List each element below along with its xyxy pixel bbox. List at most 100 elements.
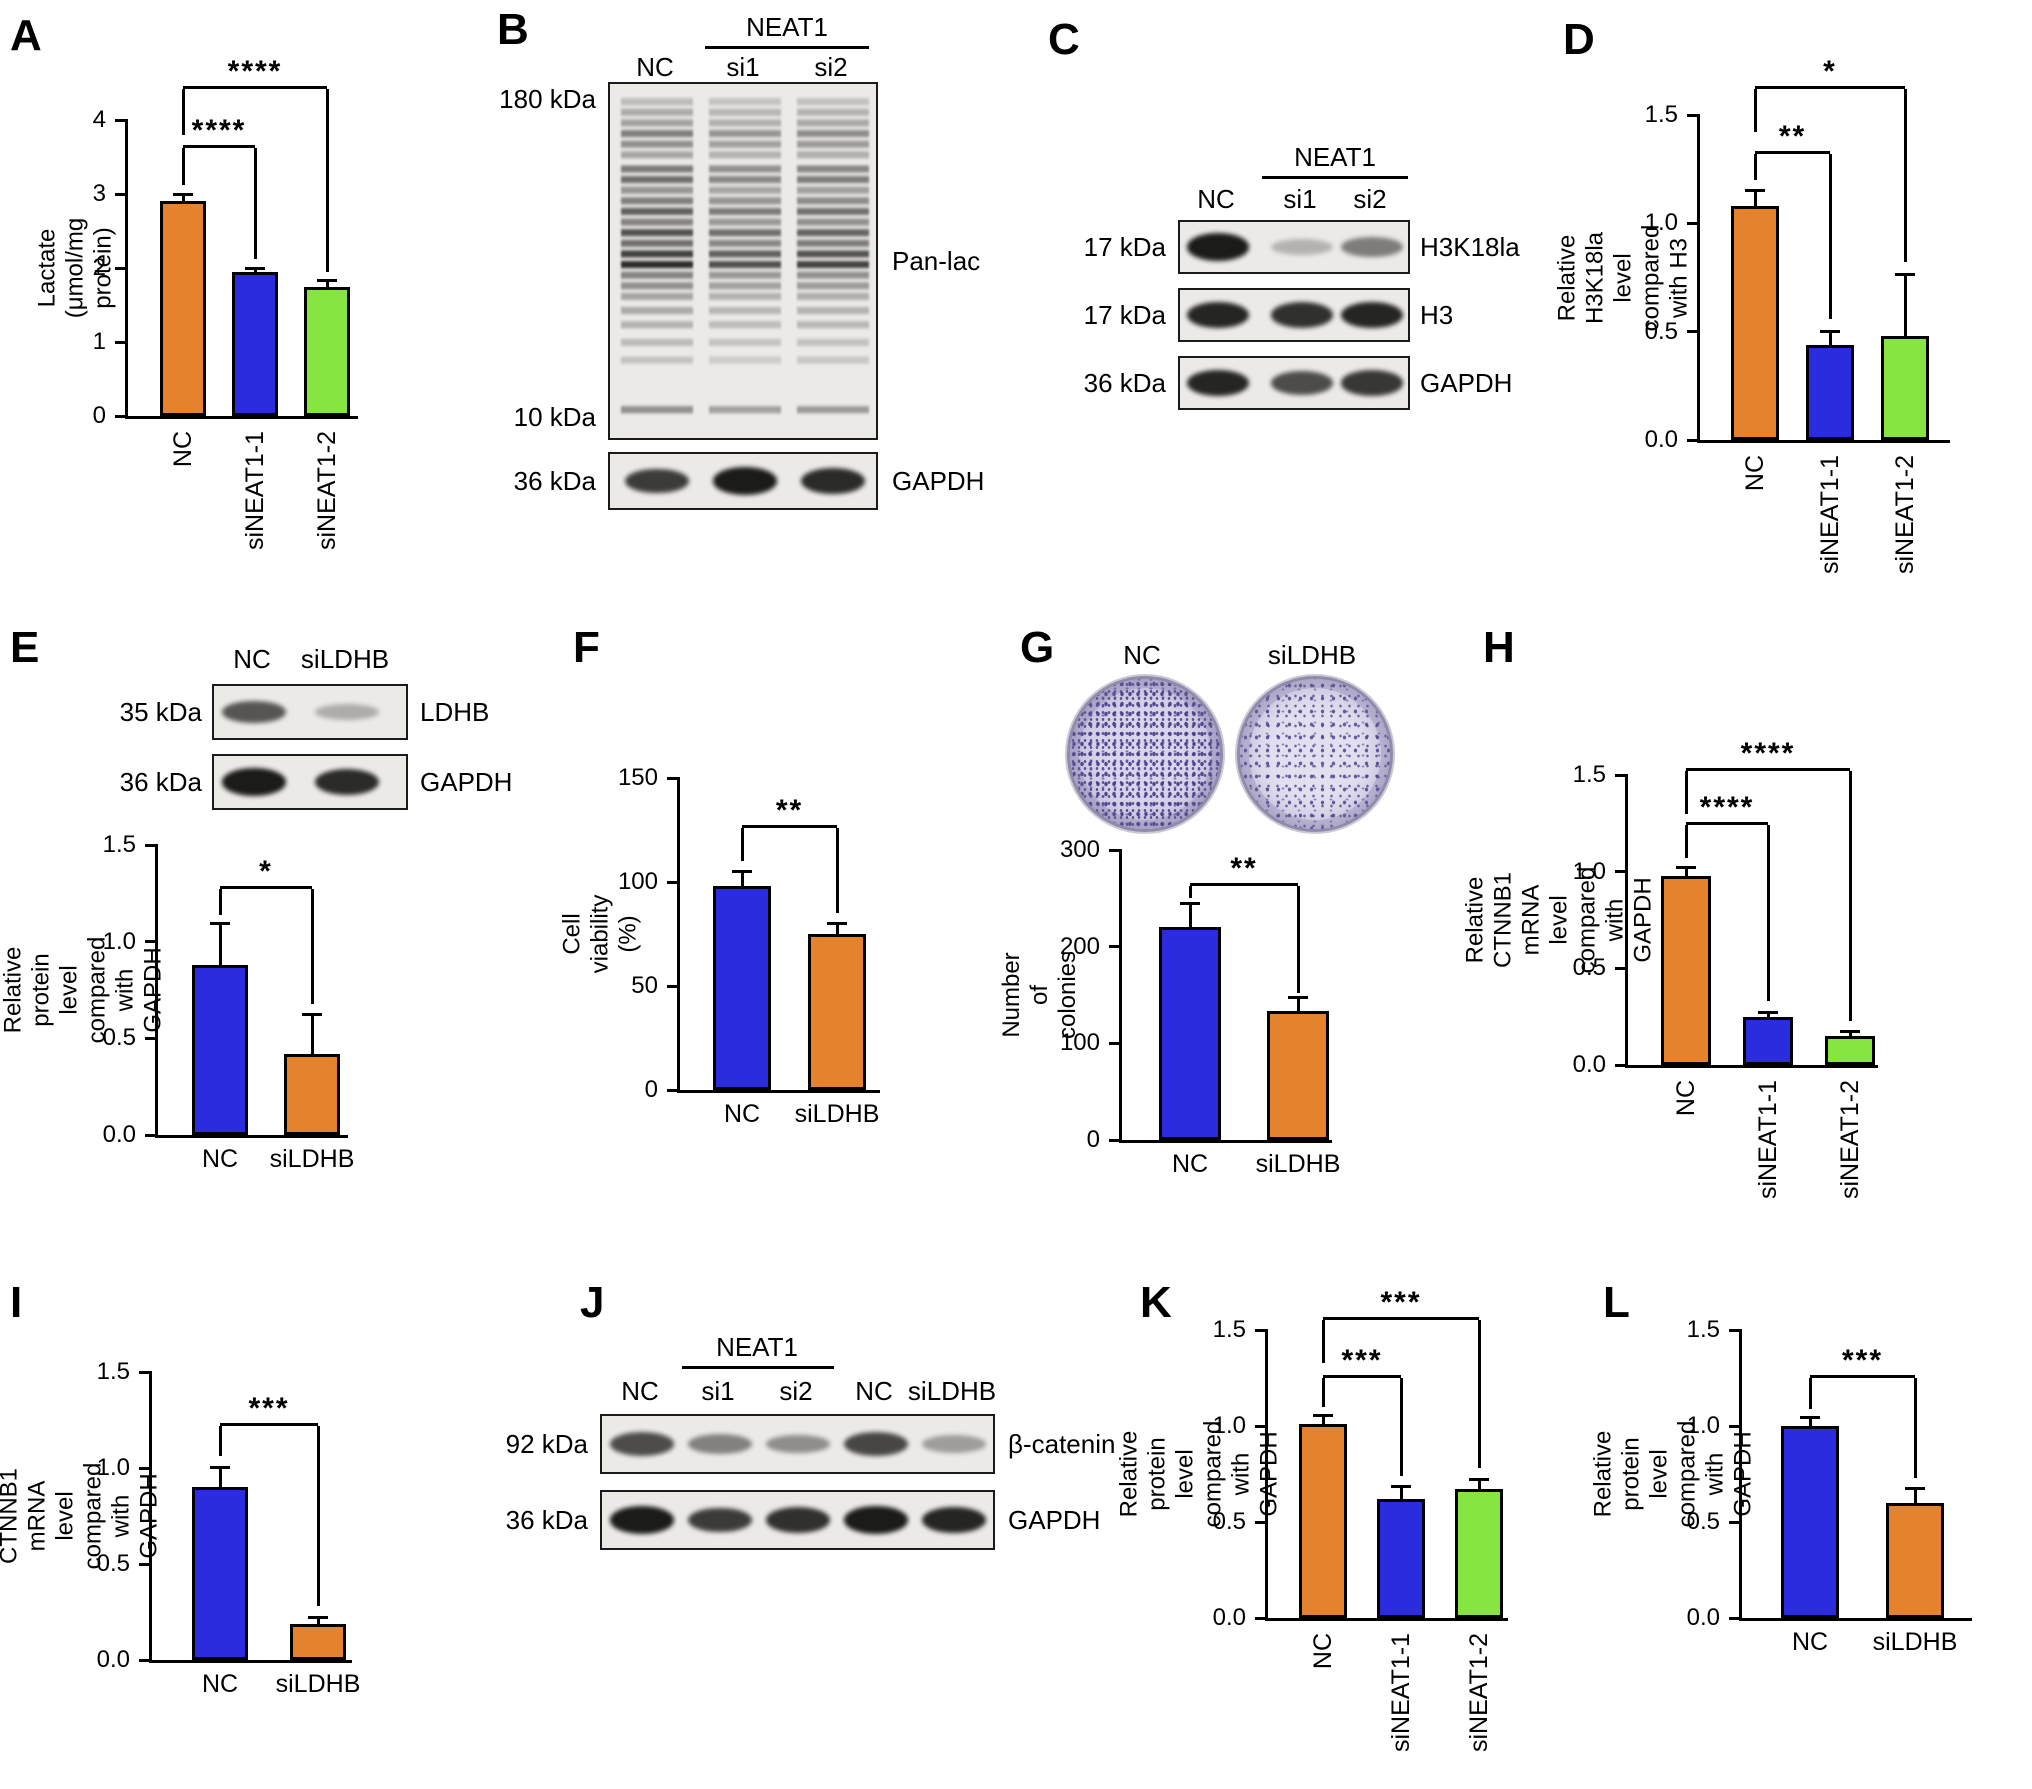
bar-nc: [192, 964, 248, 1135]
y-tick: [1109, 945, 1122, 949]
y-tick: [1729, 1328, 1742, 1332]
y-axis-label-f: Cell viability (%): [558, 778, 641, 1090]
bar-sineat1-2: [304, 286, 350, 416]
bar-chart-ctnnb1-mrna-ldhb: 0.0 0.5 1.0 1.5 NC siLDHB ***: [97, 1359, 361, 1699]
x-category-label: siLDHB: [275, 1670, 361, 1698]
error-bar-cap: [1469, 1477, 1489, 1481]
significance-bracket-end: [1188, 885, 1192, 899]
x-category-label: siLDHB: [1872, 1628, 1958, 1656]
protein-band: [1341, 370, 1403, 396]
panel-letter-k: K: [1140, 1278, 1172, 1327]
protein-band: [1271, 239, 1333, 255]
y-tick-label: 200: [1059, 932, 1100, 960]
x-axis: [149, 1660, 352, 1663]
bar-chart-h3k18la-level: 0.0 0.5 1.0 1.5 NC siNEAT1-1 siNEAT1-2 ** *: [1645, 56, 1950, 574]
y-tick-label: 0.0: [1686, 1604, 1720, 1631]
y-tick-label: 1.5: [1686, 1316, 1720, 1343]
western-blot-gapdh: [608, 452, 878, 510]
x-axis: [155, 1135, 348, 1138]
error-bar: [316, 1617, 320, 1626]
panel-letter-h: H: [1483, 623, 1515, 672]
protein-label-gapdh: GAPDH: [420, 767, 513, 797]
bar-sineat1-1: [1743, 1016, 1793, 1065]
protein-band: [1271, 371, 1333, 395]
panel-letter-l: L: [1603, 1278, 1630, 1327]
error-bar: [1684, 867, 1688, 878]
y-axis: [1119, 850, 1122, 1140]
y-tick-label: 1.0: [1572, 857, 1606, 885]
significance-stars: **: [1778, 120, 1807, 153]
y-tick-label: 1.5: [1572, 761, 1606, 788]
lane-label-sildhb: siLDHB: [300, 644, 390, 674]
bar-sildhb: [284, 1053, 340, 1135]
error-bar-cap: [1288, 995, 1308, 999]
y-tick-label: 0: [92, 402, 106, 429]
error-bar-cap: [1676, 865, 1696, 869]
dish-label-nc: NC: [1123, 640, 1161, 670]
y-tick: [1687, 113, 1700, 117]
x-category-label: siNEAT1-2: [1891, 455, 1919, 575]
blot-group-header: NEAT1: [746, 12, 828, 42]
y-tick-label: 1.0: [1686, 1412, 1720, 1439]
error-bar-cap: [1313, 1414, 1333, 1418]
y-axis: [1625, 775, 1628, 1065]
error-bar: [1321, 1416, 1325, 1427]
y-tick-label: 100: [1059, 1029, 1100, 1057]
error-bar: [253, 268, 257, 274]
bar-chart-cell-viability: 0 50 100 150 NC siLDHB **: [618, 765, 880, 1128]
error-bar: [1913, 1489, 1917, 1505]
protein-band: [610, 1432, 674, 1456]
bar-chart-protein-neat1: 0.0 0.5 1.0 1.5 NC siNEAT1-1 siNEAT1-2 *** ***: [1213, 1287, 1508, 1752]
y-tick: [1615, 773, 1628, 777]
y-tick-label: 0: [1086, 1126, 1100, 1153]
protein-band: [713, 467, 777, 495]
marker-label-35kda: 35 kDa: [119, 697, 202, 727]
protein-band: [688, 1507, 752, 1533]
lane-label-si1: si1: [726, 52, 760, 82]
significance-bracket: [1190, 882, 1298, 886]
x-category-label: siLDHB: [1255, 1150, 1341, 1178]
bar-chart-ldhb-protein: 0.0 0.5 1.0 1.5 NC siLDHB *: [103, 832, 355, 1174]
blot-lane: [797, 84, 869, 438]
error-bar-cap: [308, 1615, 328, 1619]
x-category-label: NC: [169, 431, 197, 468]
error-bar-cap: [1745, 188, 1765, 192]
y-axis-label-e: Relative protein level compared with GAP…: [0, 845, 166, 1135]
significance-stars: ****: [191, 114, 247, 148]
protein-band: [1187, 301, 1249, 329]
y-tick-label: 0.0: [1644, 426, 1678, 453]
significance-bracket-end: [253, 148, 257, 260]
panel-letter-e: E: [10, 623, 40, 672]
marker-label-36kda: 36 kDa: [505, 1505, 588, 1535]
error-bar: [218, 924, 222, 967]
lane-label-si2: si2: [814, 52, 848, 82]
panel-letter-c: C: [1048, 15, 1080, 64]
y-tick: [145, 1036, 158, 1040]
y-tick: [1615, 870, 1628, 874]
y-tick-label: 1.5: [96, 1358, 130, 1385]
protein-band: [1187, 369, 1249, 397]
x-category-label: siNEAT1-2: [313, 431, 341, 551]
y-tick-label: 0.5: [1644, 317, 1678, 345]
y-tick: [1109, 848, 1122, 852]
significance-bracket: [183, 85, 327, 89]
lane-label-nc: NC: [636, 52, 674, 82]
marker-label-17kda: 17 kDa: [1083, 232, 1166, 262]
y-tick: [1615, 1063, 1628, 1067]
error-bar: [1477, 1479, 1481, 1492]
protein-label-h3k18la: H3K18la: [1420, 232, 1520, 262]
bar-nc: [1661, 875, 1711, 1065]
error-bar-cap: [1820, 329, 1840, 333]
x-category-label: NC: [201, 1145, 239, 1173]
error-bar-cap: [317, 278, 337, 282]
y-tick: [115, 414, 128, 418]
significance-bracket: [1810, 1375, 1915, 1378]
error-bar-cap: [1895, 273, 1915, 277]
significance-bracket: [1323, 1317, 1479, 1321]
error-bar: [218, 1468, 222, 1490]
western-blot-h3: [1178, 288, 1410, 342]
bar-nc: [192, 1487, 248, 1660]
y-tick: [667, 880, 680, 884]
bar-nc: [713, 886, 771, 1090]
